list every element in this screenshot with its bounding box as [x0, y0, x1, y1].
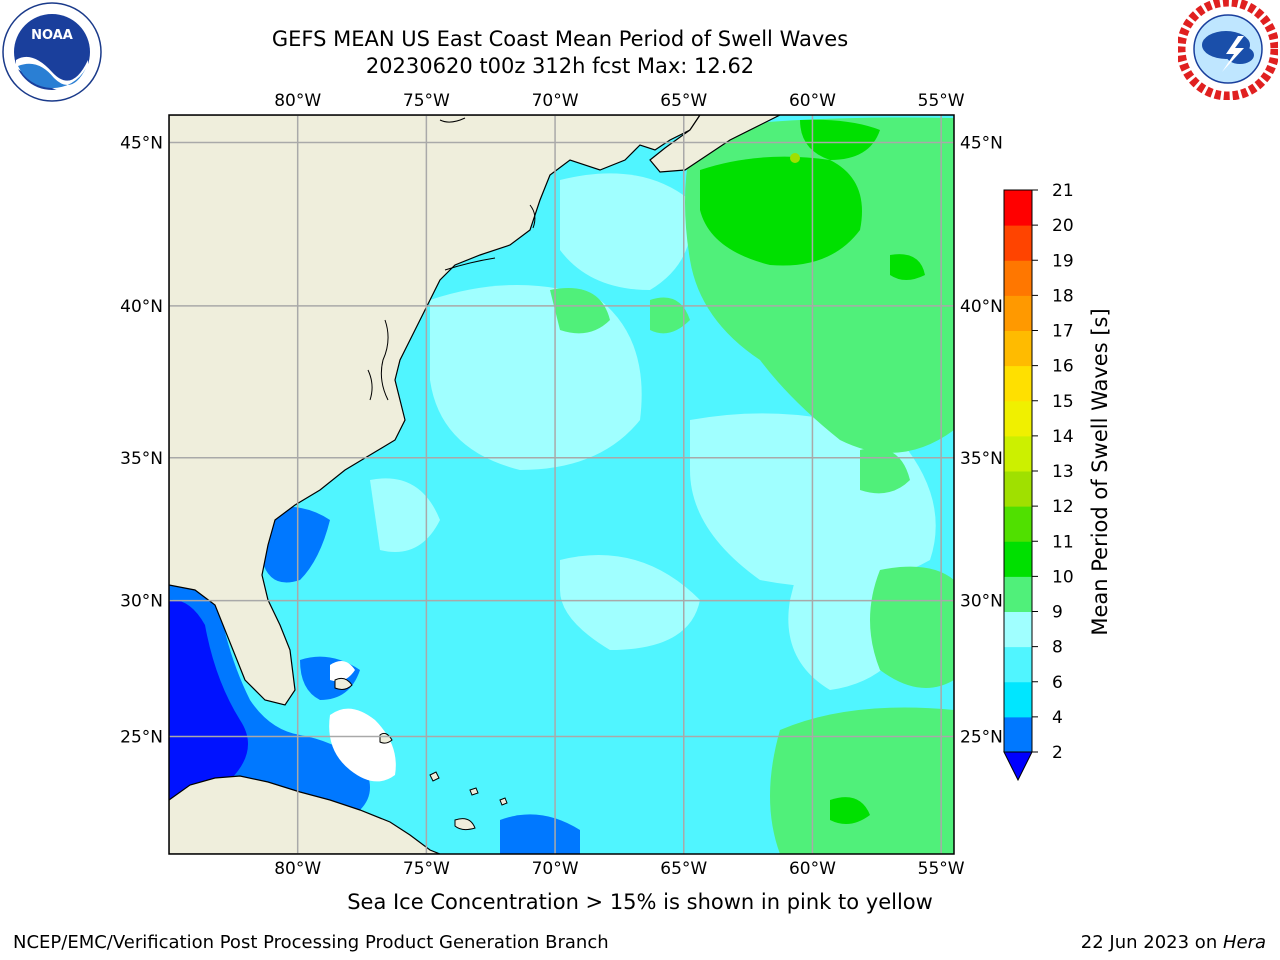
latitude-labels: 45°N 45°N 40°N 40°N 35°N 35°N 30°N 30°N 25°N 25°N: [120, 133, 1003, 747]
colorbar-tick-label: 8: [1052, 638, 1063, 658]
colorbar-segment: [1004, 541, 1032, 577]
colorbar-tick-label: 13: [1052, 462, 1074, 482]
map-frame: [168, 114, 955, 855]
right-lat-label: 30°N: [960, 592, 1003, 612]
colorbar-tick-label: 6: [1052, 673, 1063, 693]
bottom-lon-label: 80°W: [274, 859, 321, 879]
colorbar-segment: [1004, 225, 1032, 261]
bottom-lon-label: 55°W: [918, 859, 965, 879]
coast-details: [367, 117, 536, 401]
colorbar-segment: [1004, 330, 1032, 367]
nws-logo: [1178, 0, 1278, 100]
title-line-2: 20230620 t00z 312h fcst Max: 12.62: [365, 54, 755, 78]
left-lat-label: 35°N: [120, 449, 163, 469]
colorbar-segment: [1004, 365, 1032, 402]
right-lat-label: 40°N: [960, 297, 1003, 317]
map-gridlines: [169, 115, 954, 854]
colorbar-segment: [1004, 471, 1032, 507]
colorbar-tick-label: 21: [1052, 181, 1074, 201]
bottom-lon-label: 60°W: [789, 859, 836, 879]
left-lat-label: 25°N: [120, 727, 163, 747]
top-lon-label: 60°W: [789, 91, 836, 111]
sea-ice-note: Sea Ice Concentration > 15% is shown in …: [347, 890, 933, 914]
credit-text: NCEP/EMC/Verification Post Processing Pr…: [13, 932, 609, 953]
colorbar-tick-label: 4: [1052, 708, 1063, 728]
swell-field-10-11s: [700, 119, 925, 824]
colorbar-segment: [1004, 400, 1032, 437]
colorbar-segment: [1004, 435, 1032, 472]
noaa-logo: NOAA: [2, 2, 102, 102]
colorbar-tick-label: 11: [1052, 532, 1074, 552]
map-plot-area: [169, 115, 954, 854]
bottom-lon-label: 70°W: [532, 859, 579, 879]
colorbar-segment: [1004, 716, 1032, 753]
left-lat-label: 30°N: [120, 592, 163, 612]
colorbar-tick-label: 15: [1052, 392, 1074, 412]
colorbar-label: Mean Period of Swell Waves [s]: [1088, 308, 1112, 635]
colorbar-tick-label: 16: [1052, 357, 1074, 377]
right-lat-label: 35°N: [960, 449, 1003, 469]
right-lat-label: 45°N: [960, 133, 1003, 153]
colorbar: 2 4 6 8 9 10 11 12 13 14 15 16 17 18 19 20 21: [1003, 181, 1074, 782]
date-text: 22 Jun 2023 on: [1080, 932, 1223, 953]
title-line-1: GEFS MEAN US East Coast Mean Period of S…: [271, 27, 849, 51]
longitude-labels: 80°W 80°W 75°W 75°W 70°W 70°W 65°W 65°W 60°W 60°W…: [274, 91, 965, 879]
right-lat-label: 25°N: [960, 727, 1003, 747]
colorbar-segment: [1004, 646, 1032, 683]
land-north-america: [169, 115, 701, 706]
colorbar-tick-label: 12: [1052, 497, 1074, 517]
bottom-lon-label: 65°W: [660, 859, 707, 879]
colorbar-tick-label: 18: [1052, 286, 1074, 306]
colorbar-tick-label: 14: [1052, 427, 1074, 447]
small-islands: [334, 677, 508, 831]
colorbar-extend-min: [1003, 751, 1033, 782]
colorbar-tick-label: 20: [1052, 216, 1074, 236]
colorbar-segment: [1004, 295, 1032, 331]
colorbar-segment: [1004, 576, 1032, 612]
colorbar-tick-label: 10: [1052, 567, 1074, 587]
colorbar-segment: [1004, 260, 1032, 296]
top-lon-label: 75°W: [403, 91, 450, 111]
top-lon-label: 80°W: [274, 91, 321, 111]
left-lat-label: 45°N: [120, 133, 163, 153]
swell-max-spot: [790, 153, 800, 163]
colorbar-segment: [1004, 506, 1032, 542]
noaa-logo-text: NOAA: [31, 28, 73, 43]
top-lon-label: 65°W: [660, 91, 707, 111]
machine-name: Hera: [1222, 932, 1266, 953]
colorbar-tick-label: 17: [1052, 322, 1074, 342]
bottom-lon-label: 75°W: [403, 859, 450, 879]
colorbar-segment: [1004, 611, 1032, 648]
colorbar-segment: [1004, 681, 1032, 718]
colorbar-tick-label: 2: [1052, 743, 1063, 763]
chart-title: GEFS MEAN US East Coast Mean Period of S…: [160, 26, 960, 80]
top-lon-label: 70°W: [532, 91, 579, 111]
colorbar-segment: [1004, 190, 1032, 226]
colorbar-tick-label: 19: [1052, 251, 1074, 271]
colorbar-tick-label: 9: [1052, 603, 1063, 623]
date-stamp: 22 Jun 2023 on Hera: [1081, 932, 1266, 953]
left-lat-label: 40°N: [120, 297, 163, 317]
top-lon-label: 55°W: [918, 91, 965, 111]
